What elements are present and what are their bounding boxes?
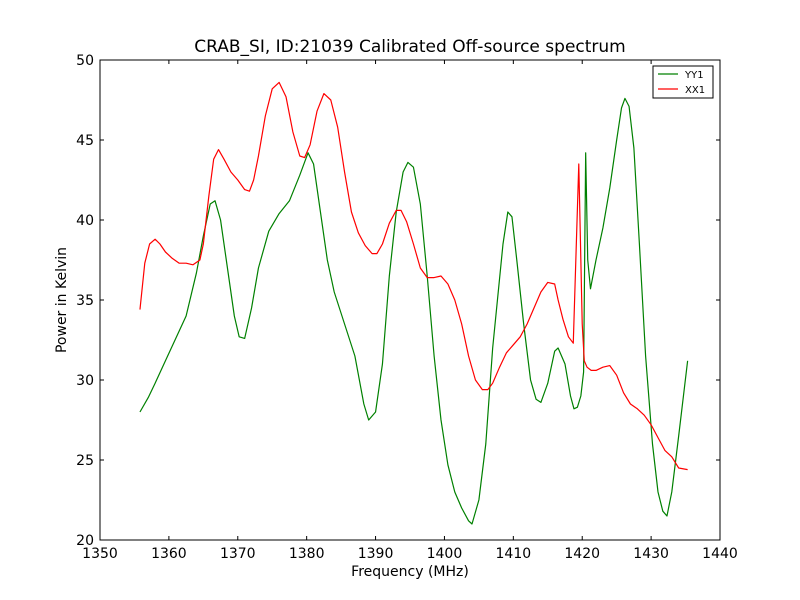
legend-label-xx1: XX1 xyxy=(685,85,705,96)
y-tick-label: 20 xyxy=(76,533,94,549)
y-tick-label: 30 xyxy=(76,373,94,389)
x-tick-label: 1430 xyxy=(633,546,669,562)
series-line-yy1 xyxy=(139,97,689,525)
y-tick-label: 50 xyxy=(76,53,94,69)
y-tick-label: 40 xyxy=(76,213,94,229)
x-tick-label: 1400 xyxy=(427,546,463,562)
legend-box xyxy=(652,65,714,99)
x-tick-label: 1410 xyxy=(496,546,532,562)
y-axis-label: Power in Kelvin xyxy=(54,247,70,353)
series-line-xx1 xyxy=(139,81,688,471)
chart-title: CRAB_SI, ID:21039 Calibrated Off-source … xyxy=(194,37,626,57)
legend-label-yy1: YY1 xyxy=(684,70,704,81)
x-axis-label: Frequency (MHz) xyxy=(351,564,469,580)
y-tick-label: 45 xyxy=(76,133,94,149)
x-tick-label: 1390 xyxy=(358,546,394,562)
x-tick-label: 1420 xyxy=(564,546,600,562)
y-tick-label: 35 xyxy=(76,293,94,309)
x-tick-label: 1350 xyxy=(82,546,118,562)
x-tick-label: 1380 xyxy=(289,546,325,562)
x-tick-label: 1440 xyxy=(702,546,738,562)
x-tick-label: 1360 xyxy=(151,546,187,562)
plot-area: 1350 1360 1370 1380 1390 1400 1410 1420 1430 1440… xyxy=(76,53,738,562)
y-tick-label: 25 xyxy=(76,453,94,469)
x-tick-label: 1370 xyxy=(220,546,256,562)
